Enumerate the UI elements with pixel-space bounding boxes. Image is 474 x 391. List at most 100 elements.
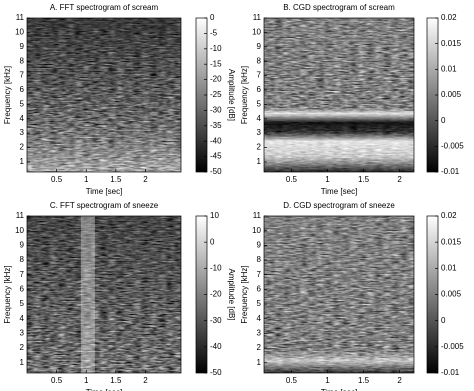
y-tick-label: 4	[20, 314, 25, 323]
y-tick-label: 2	[20, 143, 25, 152]
colorbar-tick-label: -0.01	[441, 368, 460, 377]
x-axis-label: Time [sec]	[321, 388, 358, 391]
panel-title: C. FFT spectrogram of sneeze	[50, 201, 159, 210]
colorbar-tick-label: -10	[210, 263, 222, 272]
x-tick-label: 2	[143, 376, 148, 385]
spectrogram-shade	[27, 216, 181, 373]
x-axis-label: Time [sec]	[321, 187, 358, 196]
colorbar-tick-label: 0.015	[441, 237, 462, 246]
colorbar-tick-label: 0.02	[441, 211, 457, 220]
y-axis-label: Frequency [kHz]	[3, 66, 12, 124]
x-tick-label: 1.5	[110, 376, 122, 385]
panel-title: B. CGD spectrogram of scream	[283, 3, 395, 12]
y-tick-label: 7	[257, 71, 262, 80]
y-tick-label: 6	[20, 85, 25, 94]
y-tick-label: 10	[252, 28, 261, 37]
colorbar-tick-label: -50	[210, 167, 222, 176]
y-tick-label: 3	[257, 128, 262, 137]
colorbar-tick-label: -25	[210, 90, 222, 99]
x-tick-label: 0.5	[51, 376, 63, 385]
y-tick-label: 6	[257, 284, 262, 293]
colorbar-label: Amplitude [dB]	[227, 268, 236, 320]
x-tick-label: 2	[397, 175, 402, 184]
y-axis-label: Frequency [kHz]	[240, 66, 249, 124]
colorbar-tick-label: 0	[210, 237, 215, 246]
y-tick-label: 9	[20, 240, 25, 249]
spectrogram-shade	[264, 216, 414, 373]
x-tick-label: 2	[397, 376, 402, 385]
x-tick-label: 1	[84, 175, 89, 184]
plot-frame	[263, 215, 415, 374]
colorbar-tick-label: 0	[441, 316, 446, 325]
colorbar-tick-label: -0.005	[441, 342, 464, 351]
y-axis-label: Frequency [kHz]	[3, 265, 12, 323]
colorbar-tick-label: -30	[210, 316, 222, 325]
y-tick-label: 7	[20, 270, 25, 279]
y-tick-label: 2	[257, 143, 262, 152]
y-tick-label: 1	[20, 358, 25, 367]
colorbar-tick-label: 0.02	[441, 13, 457, 22]
y-tick-label: 9	[20, 42, 25, 51]
y-tick-label: 4	[257, 314, 262, 323]
colorbar-label: Amplitude [dB]	[227, 69, 236, 121]
y-tick-label: 5	[257, 299, 262, 308]
x-axis-label: Time [sec]	[86, 388, 123, 391]
y-tick-label: 4	[20, 114, 25, 123]
y-tick-label: 5	[257, 99, 262, 108]
colorbar-tick-label: 0.01	[441, 64, 457, 73]
y-tick-label: 10	[252, 226, 261, 235]
colorbar-tick-label: -40	[210, 136, 222, 145]
x-tick-label: 1	[325, 376, 330, 385]
x-tick-label: 1.5	[110, 175, 122, 184]
panel-title: A. FFT spectrogram of scream	[50, 3, 159, 12]
colorbar-tick-label: -0.01	[441, 167, 460, 176]
colorbar-tick-label: -20	[210, 75, 222, 84]
colorbar-tick-label: -20	[210, 290, 222, 299]
x-axis-label: Time [sec]	[86, 187, 123, 196]
x-tick-label: 0.5	[286, 376, 298, 385]
colorbar-tick-label: -0.005	[441, 141, 464, 150]
x-tick-label: 1.5	[358, 175, 370, 184]
colorbar-tick-label: -50	[210, 368, 222, 377]
y-tick-label: 11	[253, 211, 262, 220]
spectrogram-shade	[264, 18, 414, 172]
colorbar-tick-label: 0	[210, 13, 215, 22]
panel-title: D. CGD spectrogram of sneeze	[283, 201, 395, 210]
y-tick-label: 11	[16, 211, 25, 220]
y-tick-label: 8	[257, 255, 262, 264]
colorbar-tick-label: 0	[441, 116, 446, 125]
plot-frame	[26, 215, 182, 374]
y-tick-label: 11	[16, 13, 25, 22]
colorbar-tick-label: 0.015	[441, 39, 462, 48]
y-tick-label: 10	[15, 226, 24, 235]
colorbar-tick-label: -15	[210, 59, 222, 68]
colorbar-tick-label: -10	[210, 44, 222, 53]
x-tick-label: 1	[84, 376, 89, 385]
y-tick-label: 2	[257, 343, 262, 352]
y-tick-label: 8	[257, 56, 262, 65]
y-tick-label: 1	[257, 358, 262, 367]
y-tick-label: 8	[20, 255, 25, 264]
colorbar-tick-label: 10	[210, 211, 219, 220]
plot-frame	[263, 17, 415, 173]
y-tick-label: 2	[20, 343, 25, 352]
y-tick-label: 3	[20, 328, 25, 337]
y-tick-label: 7	[20, 71, 25, 80]
plot-frame	[26, 17, 182, 173]
spectrogram-band	[80, 216, 95, 373]
y-tick-label: 8	[20, 56, 25, 65]
y-tick-label: 5	[20, 299, 25, 308]
y-tick-label: 6	[257, 85, 262, 94]
y-tick-label: 3	[20, 128, 25, 137]
y-tick-label: 11	[253, 13, 262, 22]
x-tick-label: 1.5	[358, 376, 370, 385]
y-tick-label: 4	[257, 114, 262, 123]
colorbar-tick-label: -40	[210, 342, 222, 351]
y-tick-label: 1	[20, 157, 25, 166]
y-tick-label: 7	[257, 270, 262, 279]
x-tick-label: 2	[143, 175, 148, 184]
colorbar-tick-label: 0.005	[441, 290, 462, 299]
colorbar-tick-label: 0.01	[441, 263, 457, 272]
colorbar-tick-label: -45	[210, 152, 222, 161]
